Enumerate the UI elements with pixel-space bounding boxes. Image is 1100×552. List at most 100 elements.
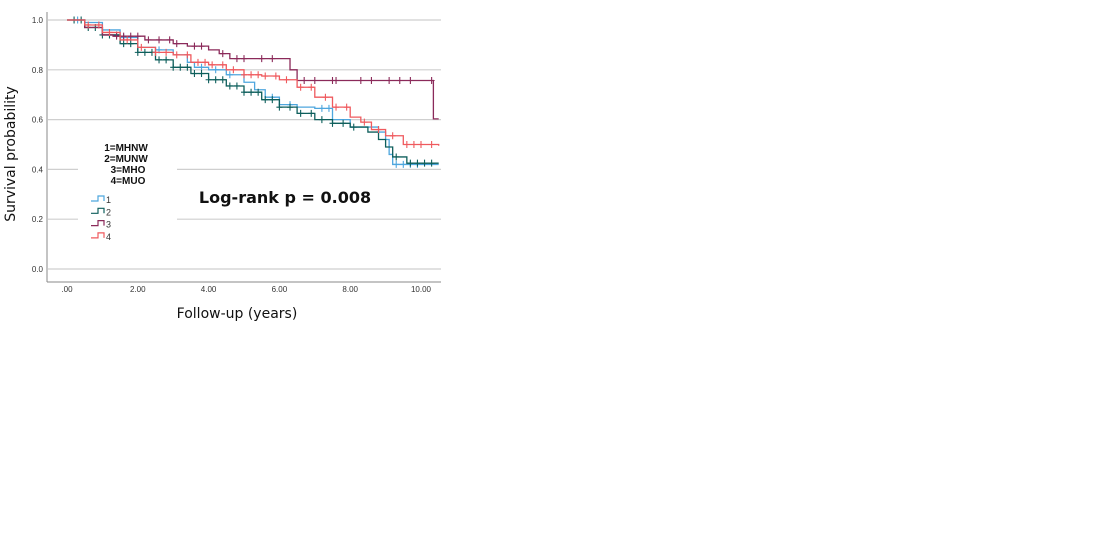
censor-mark: [173, 40, 180, 48]
censor-mark: [95, 21, 102, 29]
censor-mark: [393, 160, 400, 168]
censor-mark: [248, 71, 255, 79]
censor-mark: [198, 42, 205, 50]
censor-mark: [156, 56, 163, 64]
censor-mark: [198, 63, 205, 71]
censor-mark: [156, 36, 163, 44]
series-4: [67, 19, 440, 148]
tick-labels: 0.0 0.2 0.4 0.6 0.8 1.0 .00 2.00 4.00 6.00 8.00 10.…: [32, 16, 432, 294]
censor-mark: [301, 77, 308, 85]
censor-mark: [85, 21, 92, 29]
censor-mark: [368, 77, 375, 85]
censor-mark: [308, 83, 315, 91]
censor-mark: [403, 141, 410, 148]
x-tick-label: 6.00: [272, 285, 288, 294]
x-axis-label: Follow-up (years): [177, 306, 298, 322]
censor-mark: [152, 48, 159, 56]
censor-mark: [241, 71, 247, 79]
y-tick-label: 0.4: [32, 165, 44, 174]
x-tick-label: 2.00: [130, 285, 146, 294]
censor-mark: [163, 56, 170, 64]
censor-mark: [226, 71, 233, 79]
censor-mark: [248, 88, 255, 96]
censor-mark: [226, 82, 233, 90]
censor-mark: [269, 96, 276, 104]
censor-mark: [421, 159, 428, 167]
censor-mark: [145, 36, 152, 44]
censor-mark: [414, 159, 421, 167]
censor-mark: [393, 153, 400, 161]
censor-mark: [219, 76, 226, 84]
censor-mark: [198, 70, 205, 78]
censor-mark: [262, 96, 269, 104]
censor-mark: [410, 141, 417, 148]
x-tick-label: .00: [61, 285, 73, 294]
censor-mark: [202, 58, 209, 66]
censor-mark: [127, 40, 134, 48]
censor-mark: [120, 40, 127, 48]
legend-title-line-1: 1=MHNW: [104, 143, 148, 154]
censor-mark: [233, 55, 240, 63]
censor-mark: [170, 63, 177, 71]
censor-mark: [219, 50, 226, 58]
censor-mark: [212, 66, 219, 74]
censor-mark: [297, 109, 304, 117]
censor-mark: [322, 93, 329, 101]
y-axis-label: Survival probability: [3, 86, 19, 222]
y-tick-label: 0.0: [32, 265, 44, 274]
censor-mark: [258, 55, 265, 63]
censor-mark: [396, 77, 403, 85]
censor-mark: [120, 32, 127, 40]
censor-mark: [343, 103, 350, 111]
censor-mark: [428, 159, 435, 167]
censor-mark: [350, 123, 357, 131]
legend-swatch-1: [91, 195, 105, 202]
censor-mark: [389, 132, 396, 140]
censor-mark: [361, 118, 368, 126]
censor-mark: [255, 88, 262, 96]
legend-title-line-2: 2=MUNW: [104, 154, 148, 165]
censor-mark: [407, 159, 414, 167]
censor-mark: [177, 63, 184, 71]
y-tick-label: 0.2: [32, 215, 44, 224]
series-3: [67, 19, 439, 120]
x-tick-label: 8.00: [342, 285, 358, 294]
censor-mark: [141, 48, 148, 56]
censor-mark: [357, 77, 364, 85]
censor-mark: [241, 55, 247, 63]
y-tick-label: 0.8: [32, 66, 44, 75]
censor-mark: [255, 71, 262, 79]
censor-mark: [318, 104, 325, 112]
censor-mark: [386, 77, 393, 85]
x-tick-label: 4.00: [201, 285, 217, 294]
legend: 1=MHNW 2=MUNW 3=MHO 4=MUO 1 2 3 4: [91, 143, 148, 242]
censor-mark: [209, 61, 216, 69]
censor-mark: [233, 82, 240, 90]
censor-mark: [400, 160, 407, 168]
censor-mark: [375, 126, 382, 134]
censor-mark: [184, 63, 191, 71]
legend-title-line-3: 3=MHO: [111, 165, 146, 176]
censor-mark: [287, 103, 294, 111]
censor-mark: [272, 72, 279, 80]
censor-mark: [166, 36, 173, 44]
censor-mark: [428, 77, 435, 85]
censor-mark: [418, 141, 424, 148]
censor-mark: [205, 76, 212, 84]
censor-mark: [407, 77, 414, 85]
y-tick-label: 1.0: [32, 16, 44, 25]
legend-title-line-4: 4=MUO: [111, 176, 146, 187]
log-rank-annotation: Log-rank p = 0.008: [199, 188, 371, 207]
censor-mark: [134, 32, 141, 40]
censor-mark: [163, 48, 170, 56]
legend-swatch-3: [91, 220, 105, 227]
legend-swatch-2: [91, 207, 105, 214]
censor-mark: [333, 103, 340, 111]
censor-mark: [230, 66, 237, 74]
censor-mark: [106, 28, 113, 36]
x-tick-label: 10.00: [411, 285, 432, 294]
series-3-line: [67, 19, 439, 120]
censor-mark: [329, 119, 336, 127]
censor-mark: [262, 72, 269, 80]
legend-label-3: 3: [106, 220, 111, 230]
